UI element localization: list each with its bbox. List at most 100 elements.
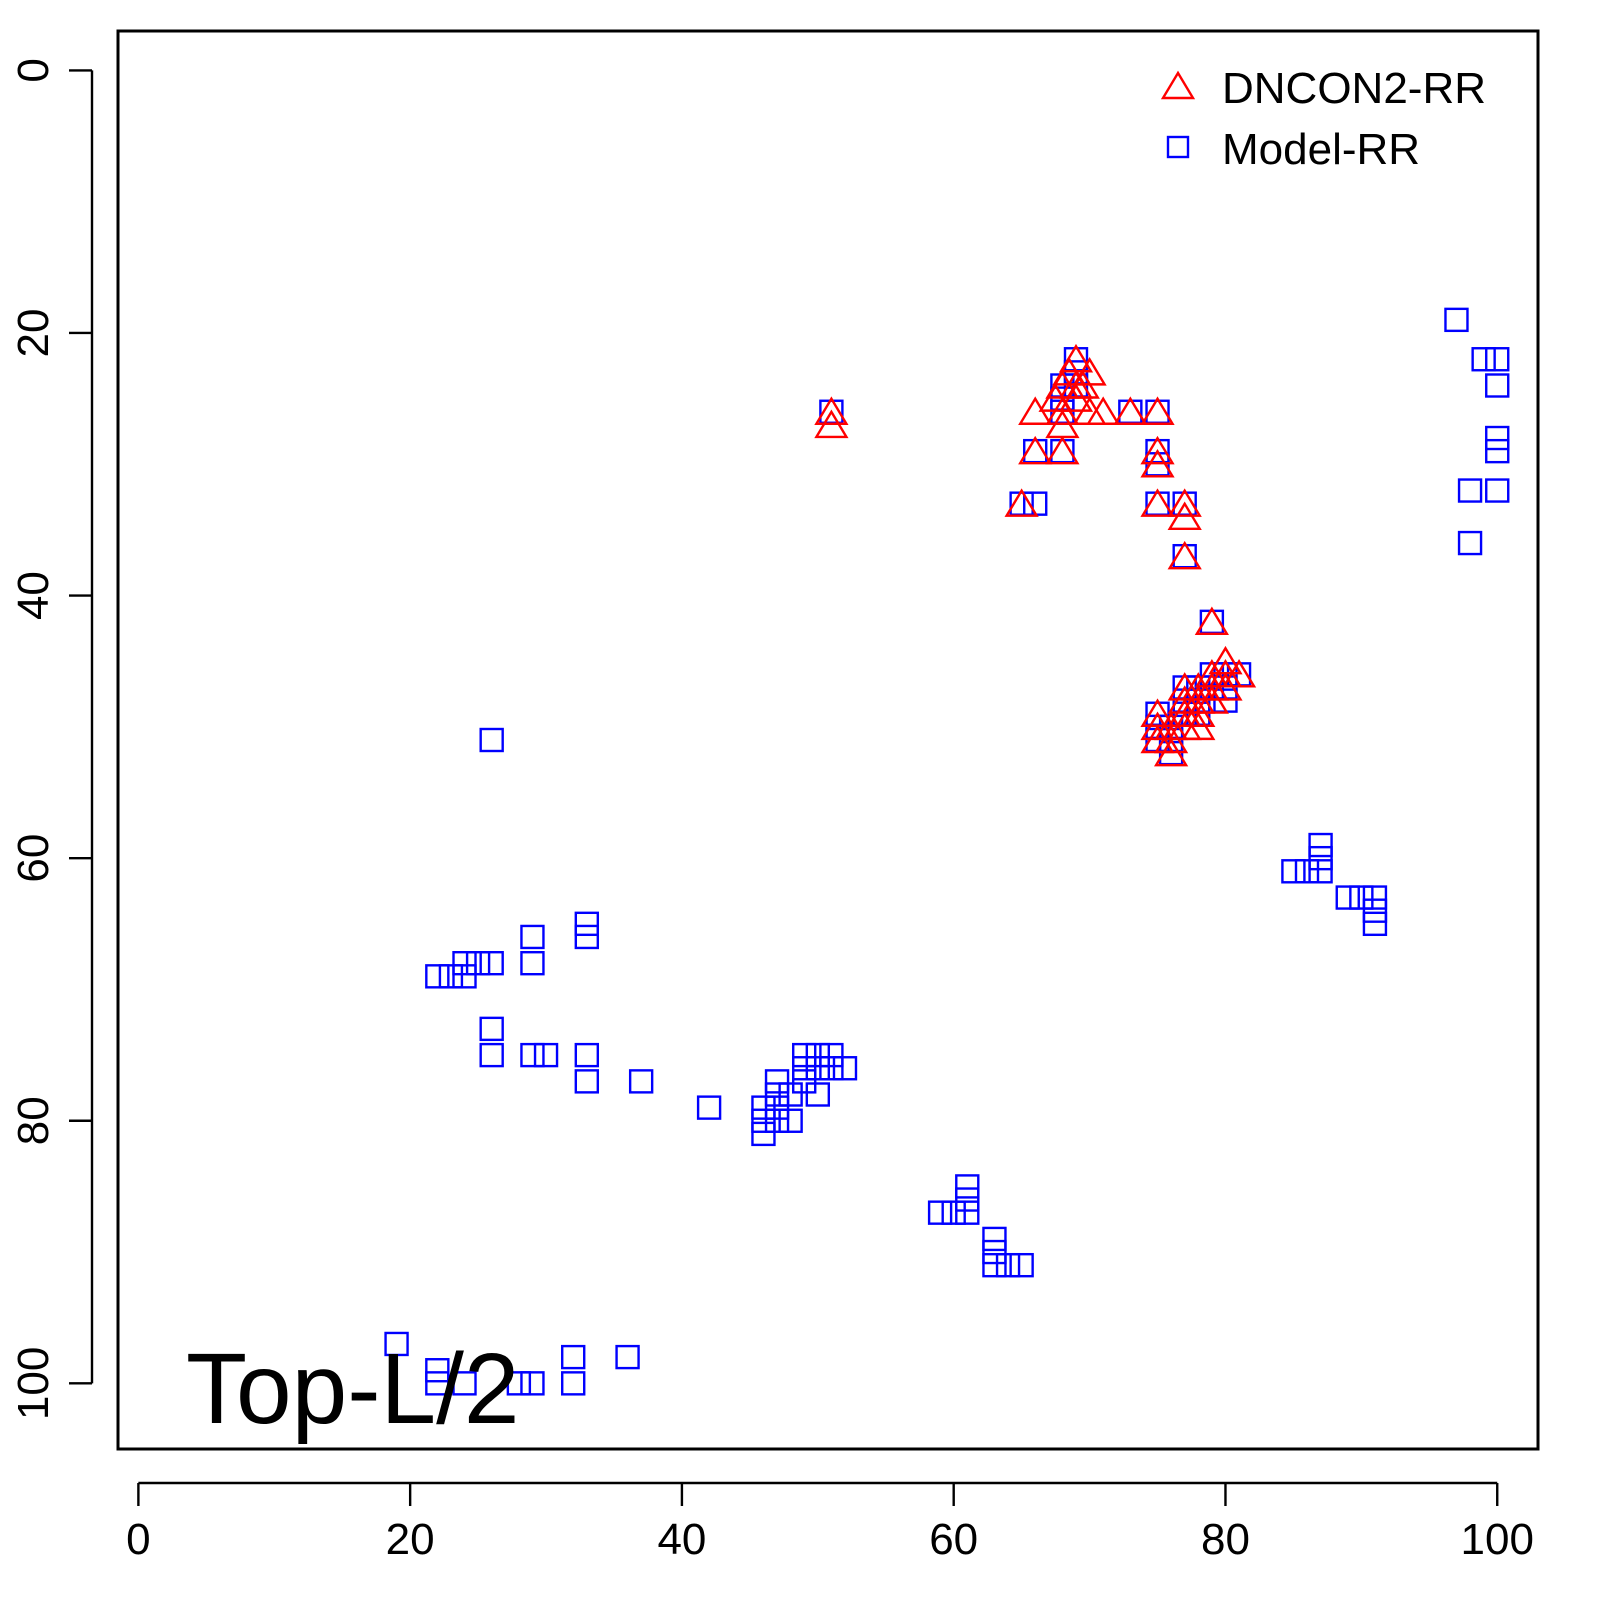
data-point-square: [805, 1042, 831, 1068]
data-point-square: [1485, 347, 1510, 372]
data-point-square: [1444, 307, 1469, 333]
data-point-square: [764, 1108, 790, 1133]
data-point-square: [425, 964, 450, 989]
data-point-triangle: [814, 409, 849, 439]
data-point-triangle: [1140, 448, 1175, 478]
data-point-square: [452, 964, 477, 989]
data-point-square: [1471, 347, 1496, 372]
data-point-square: [941, 1200, 966, 1225]
data-point-square: [574, 911, 600, 937]
data-point-square: [764, 1069, 790, 1094]
data-point-square: [425, 1358, 450, 1383]
y-tick-label: 60: [9, 834, 58, 883]
y-axis: 0 20 40 60 80 100: [9, 58, 94, 1420]
data-point-square: [520, 951, 545, 976]
data-point-square: [506, 1371, 532, 1396]
data-point-square: [751, 1095, 776, 1120]
series-layer: [384, 307, 1510, 1396]
plot-frame: [116, 29, 1540, 1451]
data-point-square: [1349, 885, 1374, 910]
data-point-triangle: [1004, 488, 1039, 517]
data-point-triangle: [1181, 711, 1216, 741]
x-tick-label: 60: [929, 1515, 978, 1564]
data-point-square: [764, 1095, 790, 1120]
data-point-square: [696, 1095, 722, 1120]
data-point-square: [778, 1108, 803, 1133]
data-point-triangle: [1194, 606, 1229, 636]
data-point-square: [832, 1056, 858, 1081]
x-tick-label: 100: [1461, 1515, 1534, 1564]
legend-entry-dncon2-rr: DNCON2-RR: [1160, 64, 1486, 113]
y-tick-label: 40: [9, 571, 58, 620]
data-point-square: [520, 1371, 545, 1396]
data-point-square: [1485, 478, 1510, 503]
data-point-square: [452, 951, 477, 976]
data-point-triangle: [1140, 488, 1175, 517]
data-point-square: [751, 1108, 776, 1133]
data-point-square: [574, 1069, 600, 1094]
data-point-square: [520, 924, 545, 950]
legend-entry-model-rr: Model-RR: [1166, 125, 1420, 174]
data-point-square: [955, 1200, 980, 1225]
y-tick-label: 100: [9, 1347, 58, 1420]
data-point-triangle: [814, 396, 849, 425]
data-point-square: [438, 964, 464, 989]
x-tick-label: 40: [657, 1515, 706, 1564]
data-point-square: [479, 951, 504, 976]
data-point-square: [1308, 859, 1333, 884]
data-point-triangle: [1140, 435, 1175, 465]
data-point-square: [1335, 885, 1360, 910]
x-tick-label: 80: [1201, 1515, 1250, 1564]
series-dncon2-rr: [814, 343, 1257, 767]
data-point-square: [1362, 885, 1388, 910]
data-point-square: [778, 1082, 803, 1107]
data-point-square: [1009, 1252, 1034, 1278]
data-point-square: [792, 1069, 817, 1094]
series-model-rr: [384, 307, 1510, 1396]
data-point-triangle: [1113, 396, 1148, 425]
legend: DNCON2-RR Model-RR: [1160, 64, 1486, 174]
data-point-triangle: [1140, 396, 1175, 425]
y-tick-label: 80: [9, 1096, 58, 1145]
data-point-square: [1457, 478, 1483, 503]
data-point-square: [805, 1056, 831, 1081]
data-point-square: [982, 1252, 1007, 1278]
data-point-square: [561, 1344, 586, 1370]
data-point-square: [805, 1082, 831, 1107]
chart-annotation: Top-L/2: [186, 1333, 520, 1445]
data-point-square: [1457, 530, 1483, 556]
data-point-square: [1294, 859, 1320, 884]
data-point-square: [465, 951, 491, 976]
data-point-square: [1362, 898, 1388, 923]
data-point-square: [792, 1042, 817, 1068]
data-point-square: [1485, 438, 1510, 464]
data-point-square: [452, 1371, 477, 1396]
data-point-triangle: [1153, 737, 1189, 767]
y-tick-label: 20: [9, 309, 58, 358]
data-point-square: [384, 1331, 409, 1357]
data-point-square: [1485, 425, 1510, 451]
data-point-square: [1308, 845, 1333, 871]
data-point-triangle: [1221, 659, 1257, 688]
data-point-square: [982, 1239, 1007, 1265]
data-point-square: [819, 1042, 844, 1068]
y-tick-label: 0: [9, 58, 58, 82]
data-point-triangle: [1086, 396, 1121, 425]
data-point-square: [1362, 911, 1388, 937]
data-point-square: [574, 1042, 600, 1068]
data-point-square: [479, 1016, 504, 1042]
data-point-square: [628, 1069, 654, 1094]
data-point-square: [615, 1344, 640, 1370]
x-axis: 0 20 40 60 80 100: [126, 1481, 1534, 1564]
data-point-square: [425, 1371, 450, 1396]
data-point-square: [764, 1082, 790, 1107]
data-point-square: [479, 1042, 504, 1068]
data-point-triangle: [1018, 435, 1053, 465]
data-point-square: [1281, 859, 1306, 884]
x-tick-label: 0: [126, 1515, 150, 1564]
data-point-triangle: [1045, 435, 1080, 465]
legend-square-marker: [1166, 135, 1190, 159]
data-point-square: [533, 1042, 559, 1068]
data-point-triangle: [1167, 488, 1202, 517]
